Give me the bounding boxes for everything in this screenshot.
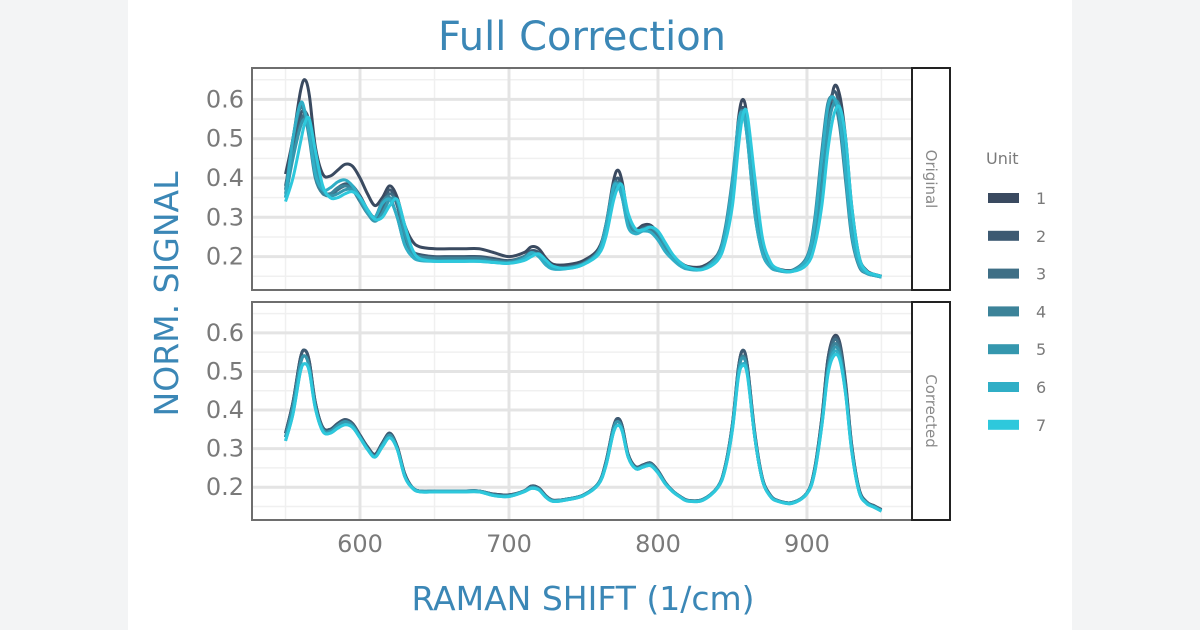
y-tick-label: 0.5 <box>206 357 244 385</box>
legend-swatch-unit-4 <box>988 306 1019 317</box>
panel-original: 0.2 0.3 0.4 0.5 0.6 Original <box>206 67 951 291</box>
legend: 1 2 3 4 5 6 7 <box>988 189 1046 435</box>
y-tick-label: 0.6 <box>206 85 244 113</box>
legend-label-unit-2: 2 <box>1036 227 1046 246</box>
x-axis-label: RAMAN SHIFT (1/cm) <box>411 579 754 618</box>
x-tick-label: 600 <box>337 530 383 558</box>
series-line-unit-7 <box>284 352 883 513</box>
facet-strip <box>911 67 951 291</box>
series-line-unit-7 <box>284 104 882 278</box>
legend-title: Unit <box>986 149 1019 168</box>
legend-label-unit-1: 1 <box>1036 189 1046 208</box>
panel-corrected: 0.2 0.3 0.4 0.5 0.6 Corrected <box>206 301 951 521</box>
legend-label-unit-3: 3 <box>1036 265 1046 284</box>
x-tick-label: 800 <box>635 530 681 558</box>
chart-title: Full Correction <box>438 14 726 60</box>
legend-swatch-unit-2 <box>988 230 1019 241</box>
legend-label-unit-4: 4 <box>1036 302 1046 321</box>
chart-canvas: Full Correction NORM. SIGNAL RAMAN SHIFT… <box>128 0 1072 630</box>
legend-swatch-unit-6 <box>988 382 1019 392</box>
y-tick-label: 0.3 <box>206 435 244 463</box>
y-tick-label: 0.6 <box>206 319 244 347</box>
y-tick-label: 0.2 <box>206 473 244 501</box>
facet-strip-label: Original <box>922 150 940 209</box>
y-axis-label: NORM. SIGNAL <box>147 171 186 417</box>
chart-svg: Full Correction NORM. SIGNAL RAMAN SHIFT… <box>147 14 1046 618</box>
legend-label-unit-6: 6 <box>1036 378 1046 397</box>
legend-label-unit-7: 7 <box>1036 416 1046 435</box>
y-tick-label: 0.5 <box>206 125 244 153</box>
x-tick-label: 700 <box>486 530 532 558</box>
y-tick-label: 0.3 <box>206 203 244 231</box>
y-tick-label: 0.2 <box>206 243 244 271</box>
legend-swatch-unit-1 <box>988 193 1019 203</box>
x-tick-label: 900 <box>784 530 830 558</box>
legend-label-unit-5: 5 <box>1036 340 1046 359</box>
facet-strip-label: Corrected <box>922 374 940 448</box>
facet-strip <box>911 301 951 521</box>
legend-swatch-unit-5 <box>988 344 1019 355</box>
y-tick-label: 0.4 <box>206 164 244 192</box>
y-tick-label: 0.4 <box>206 396 244 424</box>
legend-swatch-unit-3 <box>988 268 1019 279</box>
legend-swatch-unit-7 <box>988 419 1019 430</box>
